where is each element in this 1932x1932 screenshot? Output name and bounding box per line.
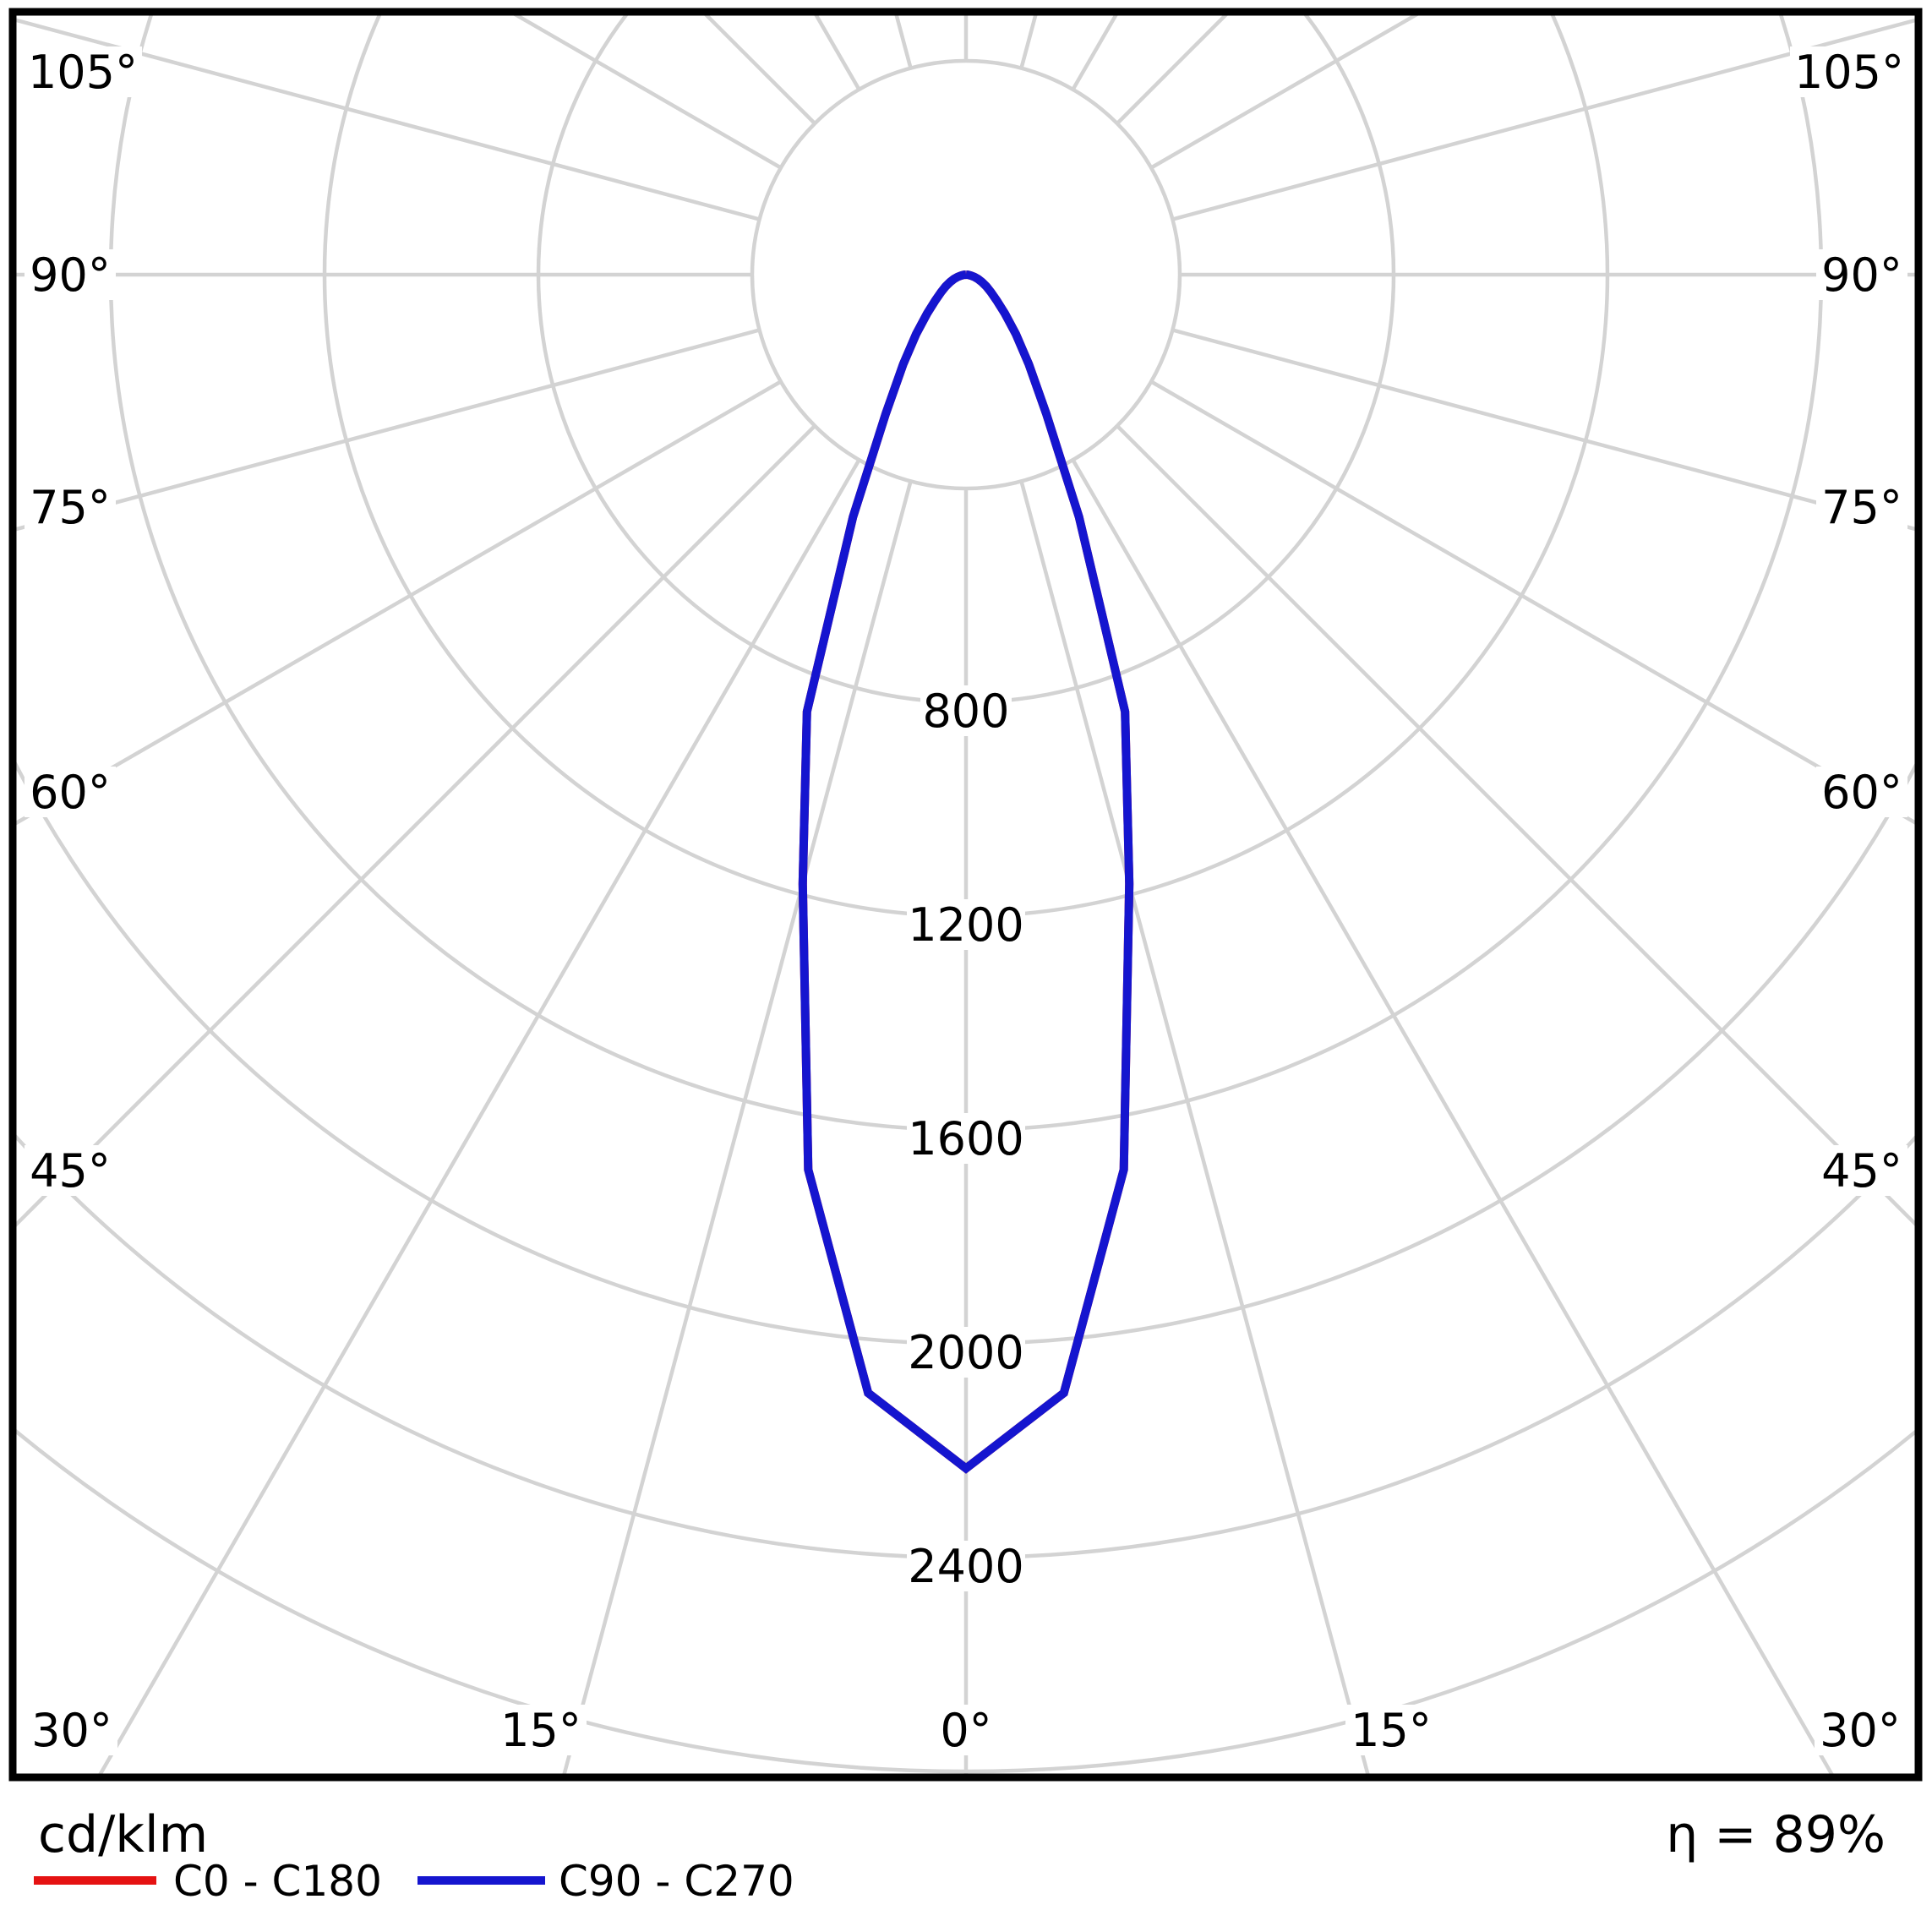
angle-label-10-45deg: 45°: [1821, 1144, 1902, 1198]
efficiency-label: η = 89%: [1666, 1805, 1886, 1864]
angle-label-4-45deg-bg: [25, 1145, 116, 1196]
plot-frame: [8, 8, 1923, 1782]
spoke-345deg: [562, 480, 913, 1774]
angle-label-2-75deg: 75°: [30, 481, 111, 534]
angle-label-13-90deg-bg: [1816, 249, 1907, 300]
angle-label-1-90deg-bg: [25, 249, 116, 300]
angle-label-7-0deg-bg: [934, 1705, 998, 1755]
ring-label-800-bg: [920, 685, 1012, 736]
angle-label-12-75deg-bg: [1816, 482, 1907, 532]
ring-label-1200: 1200: [908, 898, 1023, 952]
angle-label-14-105deg-bg: [1790, 46, 1908, 97]
curve-c90-c270: [798, 270, 1134, 1474]
ring-label-2000: 2000: [908, 1326, 1023, 1379]
angle-label-3-60deg: 60°: [30, 766, 111, 819]
legend-label-c90: C90 - C270: [559, 1857, 794, 1906]
angle-label-5-30deg-bg: [26, 1705, 117, 1755]
angle-label-9-30deg-bg: [1815, 1705, 1906, 1755]
angle-label-2-75deg-bg: [25, 482, 116, 532]
spoke-105deg: [1171, 18, 1915, 221]
spoke-285deg: [16, 328, 761, 532]
angle-label-4-45deg: 45°: [30, 1144, 111, 1198]
angle-label-12-75deg: 75°: [1821, 481, 1902, 534]
unit-label: cd/klm: [38, 1805, 208, 1864]
legend-label-c0: C0 - C180: [173, 1857, 382, 1906]
spoke-45deg: [1116, 424, 1915, 1226]
spoke-60deg: [1149, 379, 1915, 825]
ring-label-1200-bg: [907, 899, 1025, 950]
angle-label-8-15deg-bg: [1345, 1705, 1437, 1755]
angle-label-13-90deg: 90°: [1821, 248, 1902, 302]
angle-label-8-15deg: 15°: [1351, 1704, 1432, 1757]
ring-label-800: 800: [922, 685, 1009, 738]
spoke-315deg: [16, 424, 816, 1227]
angle-label-0-105deg: 105°: [28, 46, 138, 99]
angle-label-10-45deg-bg: [1816, 1145, 1907, 1196]
ring-label-1600-bg: [907, 1113, 1025, 1164]
angle-label-7-0deg: 0°: [940, 1704, 991, 1757]
spoke-300deg: [16, 379, 783, 826]
spoke-330deg: [98, 458, 861, 1774]
angle-label-11-60deg: 60°: [1821, 766, 1902, 819]
ring-label-1600: 1600: [908, 1112, 1023, 1165]
angle-label-9-30deg: 30°: [1820, 1704, 1901, 1757]
ring-label-2400-bg: [907, 1541, 1025, 1591]
angle-label-6-15deg-bg: [495, 1705, 587, 1755]
spoke-75deg: [1171, 328, 1915, 532]
angle-label-1-90deg: 90°: [30, 248, 111, 302]
ring-label-2400: 2400: [908, 1540, 1023, 1593]
angle-label-3-60deg-bg: [25, 767, 116, 817]
angle-label-5-30deg: 30°: [31, 1704, 112, 1757]
legend: C0 - C180 C90 - C270: [34, 1857, 794, 1906]
spoke-15deg: [1019, 480, 1370, 1774]
angle-label-6-15deg: 15°: [500, 1704, 581, 1757]
angle-label-14-105deg: 105°: [1794, 46, 1904, 99]
ring-label-2000-bg: [907, 1327, 1025, 1378]
spoke-255deg: [16, 18, 761, 221]
angle-label-0-105deg-bg: [24, 46, 142, 97]
angle-label-11-60deg-bg: [1816, 767, 1907, 817]
spoke-30deg: [1071, 458, 1834, 1774]
